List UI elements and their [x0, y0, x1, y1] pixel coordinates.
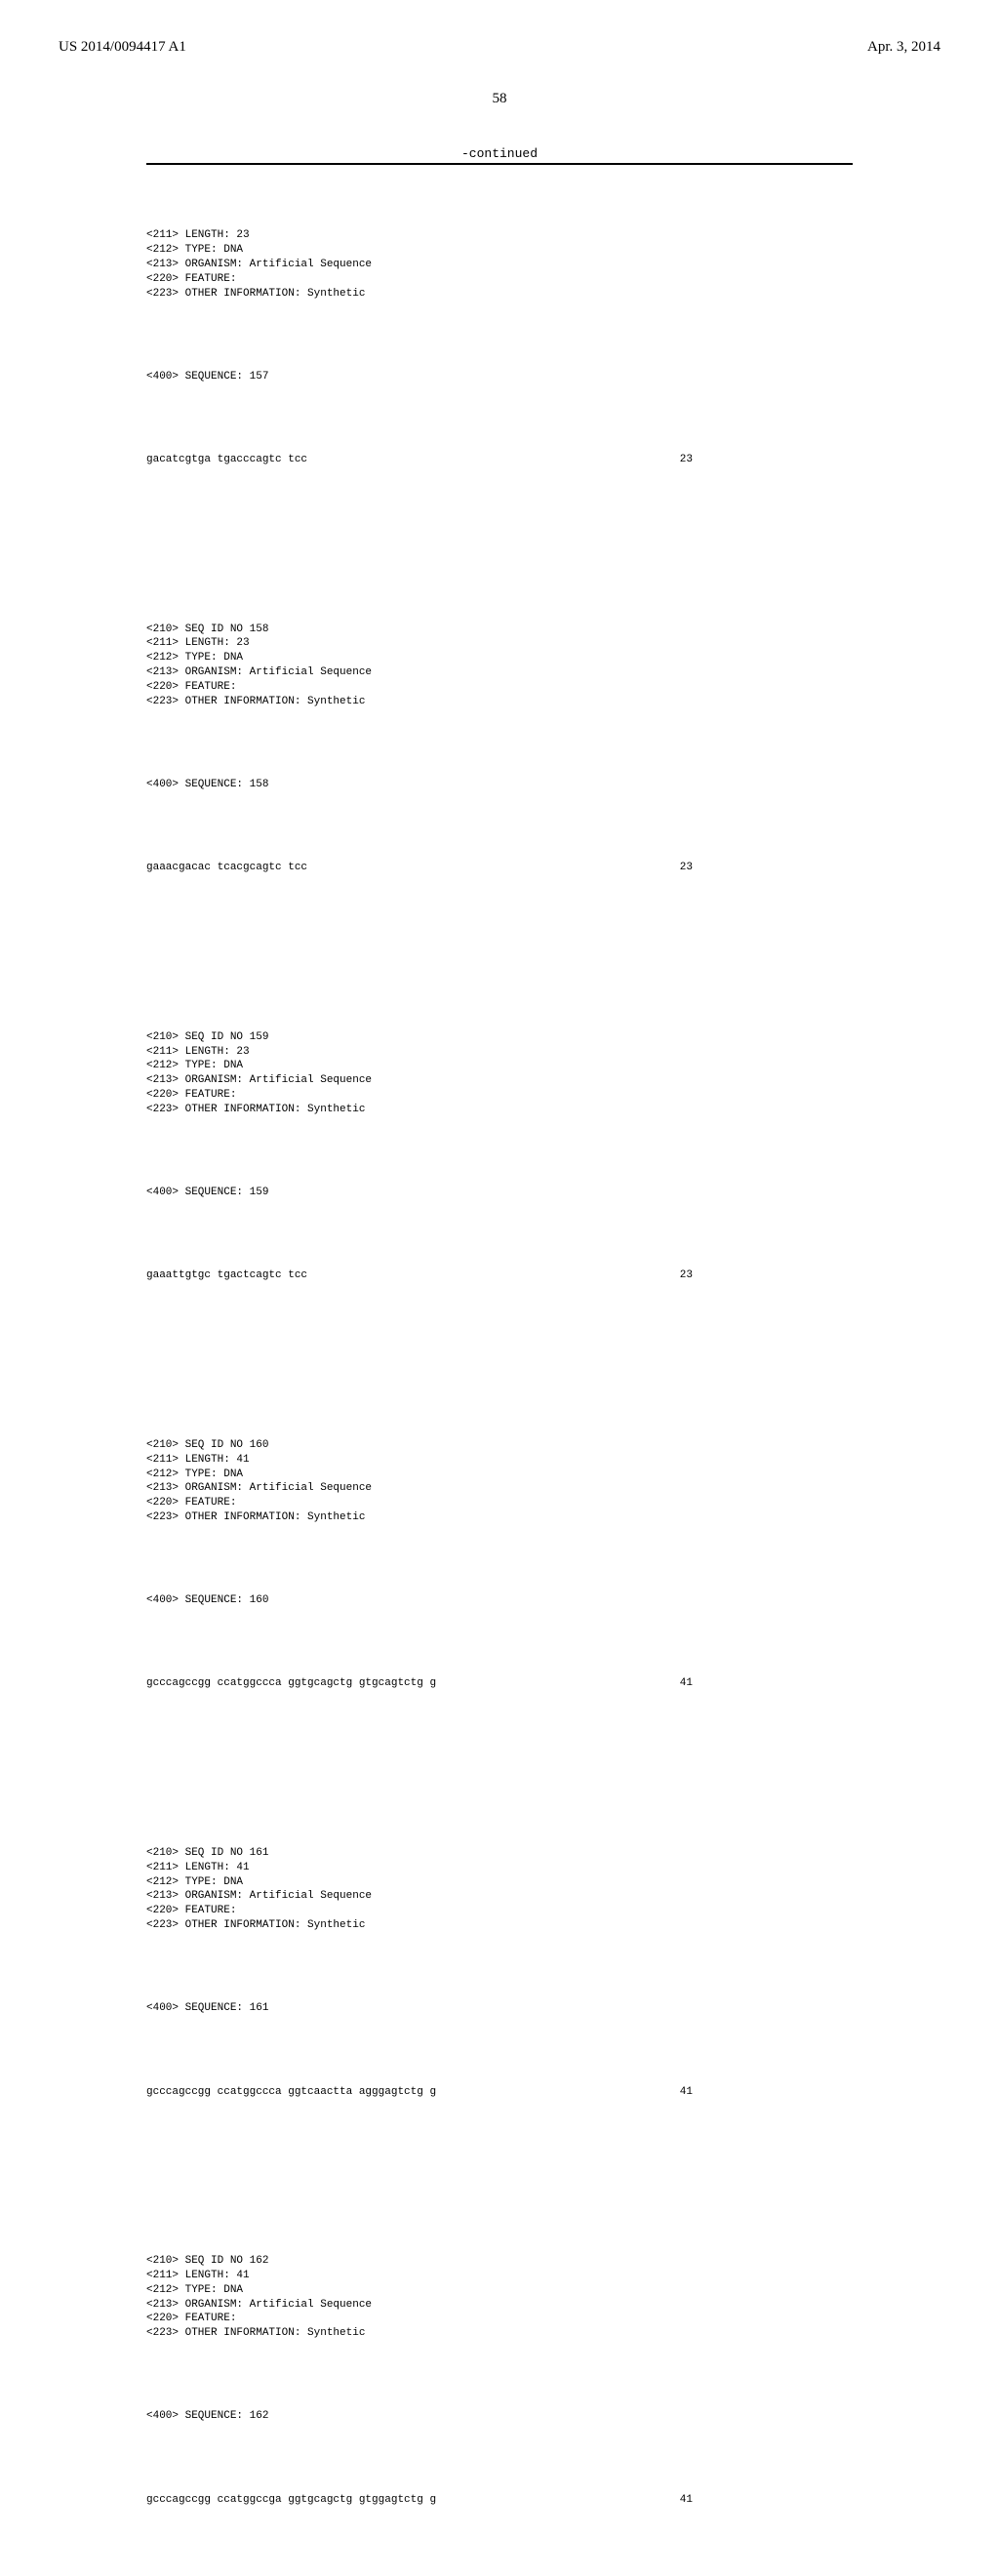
entry-sequence: gcccagccgg ccatggccca ggtgcagctg gtgcagt…	[146, 1676, 436, 1691]
entry-sequence-label: <400> SEQUENCE: 160	[146, 1593, 853, 1608]
sequence-listing: <211> LENGTH: 23 <212> TYPE: DNA <213> O…	[146, 171, 853, 2576]
entry-sequence-line: gacatcgtga tgacccagtc tcc 23	[146, 453, 693, 467]
continued-label: -continued	[59, 146, 940, 161]
publication-number: US 2014/0094417 A1	[59, 39, 186, 56]
entry-sequence-line: gcccagccgg ccatggccca ggtgcagctg gtgcagt…	[146, 1676, 693, 1691]
entry-sequence-line: gcccagccgg ccatggccca ggtcaactta agggagt…	[146, 2085, 693, 2100]
page-header: US 2014/0094417 A1 Apr. 3, 2014	[59, 39, 940, 56]
entry-metadata: <210> SEQ ID NO 159 <211> LENGTH: 23 <21…	[146, 1030, 853, 1117]
sequence-entry: <210> SEQ ID NO 158 <211> LENGTH: 23 <21…	[146, 553, 853, 905]
entry-length: 23	[680, 453, 693, 467]
entry-sequence-label: <400> SEQUENCE: 161	[146, 2001, 853, 2016]
page-container: US 2014/0094417 A1 Apr. 3, 2014 58 -cont…	[0, 0, 999, 2576]
entry-metadata: <210> SEQ ID NO 162 <211> LENGTH: 41 <21…	[146, 2254, 853, 2341]
sequence-entry: <211> LENGTH: 23 <212> TYPE: DNA <213> O…	[146, 200, 853, 497]
entry-length: 41	[680, 2085, 693, 2100]
entry-metadata: <210> SEQ ID NO 161 <211> LENGTH: 41 <21…	[146, 1846, 853, 1933]
entry-sequence-label: <400> SEQUENCE: 157	[146, 370, 853, 384]
publication-date: Apr. 3, 2014	[867, 39, 940, 56]
entry-sequence-label: <400> SEQUENCE: 159	[146, 1186, 853, 1200]
entry-metadata: <211> LENGTH: 23 <212> TYPE: DNA <213> O…	[146, 228, 853, 301]
entry-sequence-label: <400> SEQUENCE: 158	[146, 778, 853, 792]
entry-sequence: gaaattgtgc tgactcagtc tcc	[146, 1268, 307, 1283]
entry-sequence-line: gaaattgtgc tgactcagtc tcc 23	[146, 1268, 693, 1283]
entry-sequence-line: gaaacgacac tcacgcagtc tcc 23	[146, 861, 693, 875]
entry-sequence: gaaacgacac tcacgcagtc tcc	[146, 861, 307, 875]
entry-length: 23	[680, 861, 693, 875]
entry-length: 41	[680, 1676, 693, 1691]
sequence-entry: <210> SEQ ID NO 162 <211> LENGTH: 41 <21…	[146, 2186, 853, 2537]
entry-metadata: <210> SEQ ID NO 158 <211> LENGTH: 23 <21…	[146, 623, 853, 709]
entry-sequence-line: gcccagccgg ccatggccga ggtgcagctg gtggagt…	[146, 2493, 693, 2508]
entry-length: 41	[680, 2493, 693, 2508]
entry-sequence: gacatcgtga tgacccagtc tcc	[146, 453, 307, 467]
sequence-entry: <210> SEQ ID NO 159 <211> LENGTH: 23 <21…	[146, 961, 853, 1312]
rule-top	[146, 163, 853, 165]
page-number: 58	[59, 91, 940, 107]
entry-sequence: gcccagccgg ccatggccca ggtcaactta agggagt…	[146, 2085, 436, 2100]
entry-length: 23	[680, 1268, 693, 1283]
sequence-entry: <210> SEQ ID NO 160 <211> LENGTH: 41 <21…	[146, 1369, 853, 1720]
entry-sequence-label: <400> SEQUENCE: 162	[146, 2409, 853, 2424]
sequence-entry: <210> SEQ ID NO 161 <211> LENGTH: 41 <21…	[146, 1778, 853, 2129]
entry-sequence: gcccagccgg ccatggccga ggtgcagctg gtggagt…	[146, 2493, 436, 2508]
entry-metadata: <210> SEQ ID NO 160 <211> LENGTH: 41 <21…	[146, 1438, 853, 1525]
